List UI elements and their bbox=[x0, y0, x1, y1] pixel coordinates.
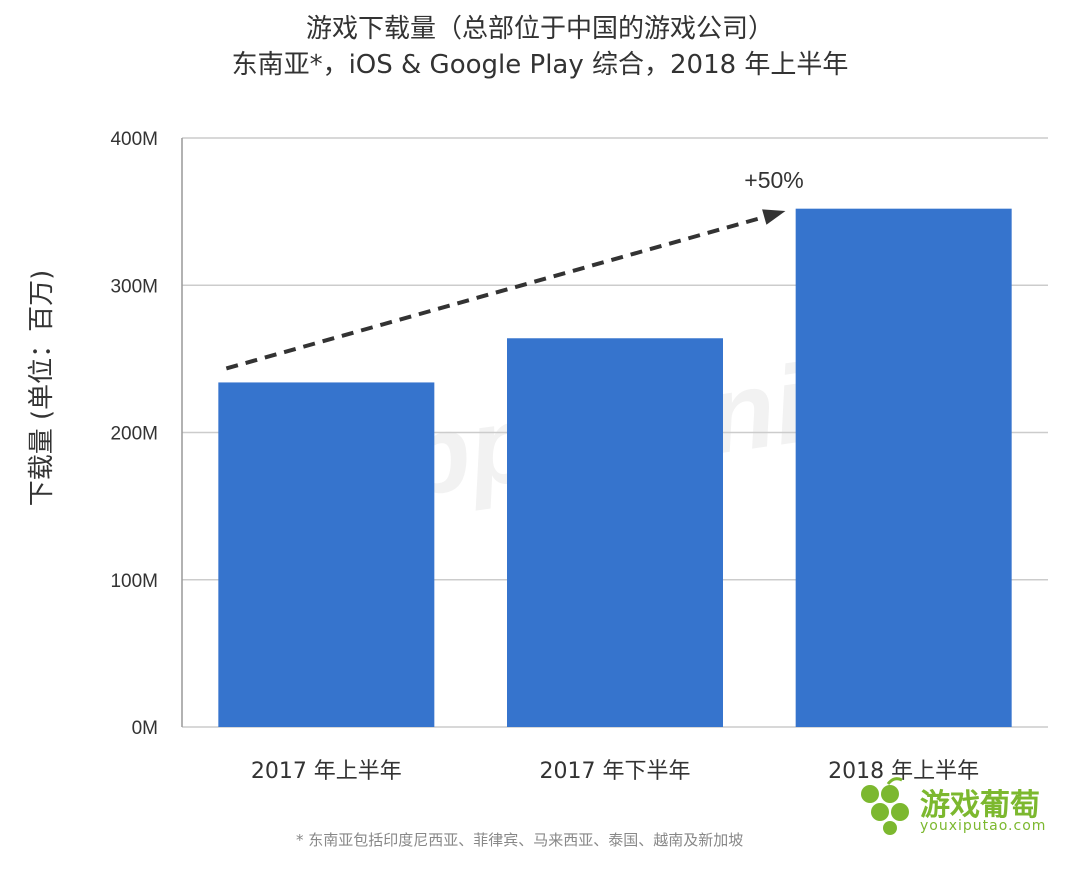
y-axis-label: 下载量 (单位：百万) bbox=[27, 270, 57, 507]
x-tick-label: 2018 年上半年 bbox=[828, 759, 979, 784]
bar bbox=[507, 338, 723, 727]
footnote: * 东南亚包括印度尼西亚、菲律宾、马来西亚、泰国、越南及新加坡 bbox=[296, 831, 744, 849]
growth-annotation: +50% bbox=[744, 167, 803, 193]
y-tick-label: 300M bbox=[110, 276, 158, 297]
bar bbox=[795, 208, 1012, 727]
y-tick-label: 100M bbox=[110, 571, 158, 592]
y-tick-label: 0M bbox=[132, 718, 158, 739]
brand-name: 游戏葡萄 bbox=[920, 788, 1040, 823]
grape-icon bbox=[861, 777, 909, 835]
y-tick-label: 200M bbox=[110, 424, 158, 445]
trend-arrow-line bbox=[225, 210, 781, 371]
bar bbox=[218, 382, 435, 727]
brand-url: youxiputao.com bbox=[920, 818, 1047, 834]
chart-title: 游戏下载量（总部位于中国的游戏公司） bbox=[305, 14, 774, 44]
brand-logo: 游戏葡萄 youxiputao.com bbox=[858, 776, 1058, 836]
trend-arrow-head bbox=[762, 209, 786, 225]
x-tick-label: 2017 年上半年 bbox=[251, 759, 402, 784]
y-tick-label: 400M bbox=[110, 129, 158, 150]
chart-subtitle: 东南亚*，iOS & Google Play 综合，2018 年上半年 bbox=[231, 50, 849, 80]
x-tick-label: 2017 年下半年 bbox=[540, 759, 691, 784]
